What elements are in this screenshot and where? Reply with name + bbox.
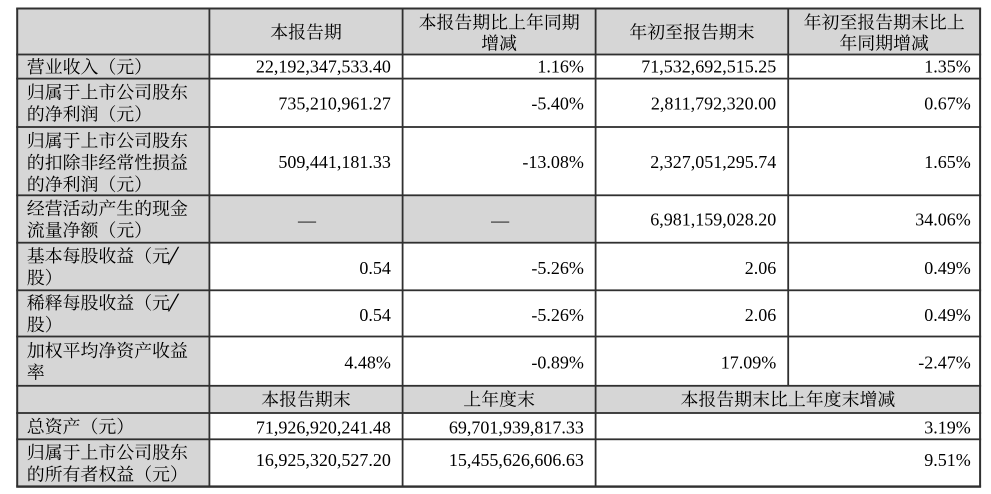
svg-text:-5.40%: -5.40% bbox=[531, 94, 584, 114]
svg-text:0.49%: 0.49% bbox=[924, 258, 971, 278]
svg-text:-2.47%: -2.47% bbox=[918, 353, 971, 373]
svg-text:—: — bbox=[490, 211, 510, 231]
svg-text:71,926,920,241.48: 71,926,920,241.48 bbox=[256, 418, 391, 438]
svg-text:4.48%: 4.48% bbox=[344, 353, 391, 373]
svg-text:0.67%: 0.67% bbox=[924, 94, 971, 114]
svg-text:3.19%: 3.19% bbox=[924, 418, 971, 438]
svg-text:0.54: 0.54 bbox=[359, 305, 391, 325]
svg-text:16,925,320,527.20: 16,925,320,527.20 bbox=[256, 450, 391, 470]
svg-text:-13.08%: -13.08% bbox=[522, 152, 584, 172]
svg-text:2,811,792,320.00: 2,811,792,320.00 bbox=[651, 94, 776, 114]
svg-text:1.35%: 1.35% bbox=[924, 57, 971, 77]
svg-text:-5.26%: -5.26% bbox=[531, 258, 584, 278]
svg-text:2.06: 2.06 bbox=[745, 258, 777, 278]
svg-text:2.06: 2.06 bbox=[745, 305, 777, 325]
svg-text:9.51%: 9.51% bbox=[924, 450, 971, 470]
svg-text:509,441,181.33: 509,441,181.33 bbox=[278, 152, 391, 172]
svg-text:71,532,692,515.25: 71,532,692,515.25 bbox=[641, 57, 776, 77]
svg-text:0.54: 0.54 bbox=[359, 258, 391, 278]
svg-text:17.09%: 17.09% bbox=[721, 353, 777, 373]
svg-text:6,981,159,028.20: 6,981,159,028.20 bbox=[650, 210, 776, 230]
svg-text:0.49%: 0.49% bbox=[924, 305, 971, 325]
svg-text:34.06%: 34.06% bbox=[915, 210, 971, 230]
svg-text:1.65%: 1.65% bbox=[924, 152, 971, 172]
svg-text:15,455,626,606.63: 15,455,626,606.63 bbox=[449, 450, 584, 470]
svg-text:735,210,961.27: 735,210,961.27 bbox=[278, 94, 391, 114]
svg-text:—: — bbox=[297, 211, 317, 231]
svg-text:2,327,051,295.74: 2,327,051,295.74 bbox=[650, 152, 776, 172]
svg-text:69,701,939,817.33: 69,701,939,817.33 bbox=[449, 418, 584, 438]
svg-text:-0.89%: -0.89% bbox=[531, 353, 584, 373]
svg-text:22,192,347,533.40: 22,192,347,533.40 bbox=[256, 57, 391, 77]
svg-text:1.16%: 1.16% bbox=[537, 57, 584, 77]
svg-text:-5.26%: -5.26% bbox=[531, 305, 584, 325]
